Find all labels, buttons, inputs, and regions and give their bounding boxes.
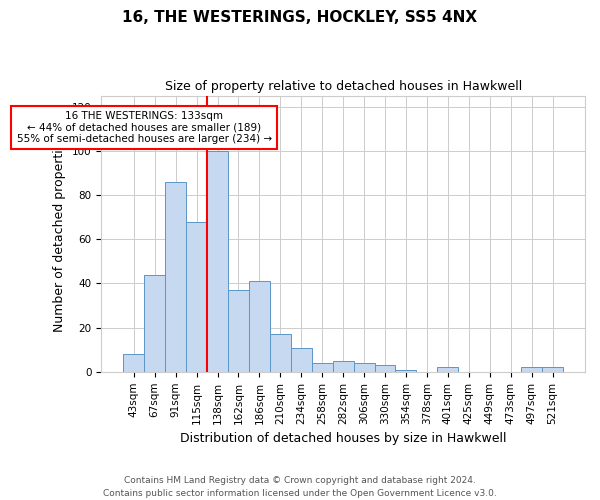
Text: 16, THE WESTERINGS, HOCKLEY, SS5 4NX: 16, THE WESTERINGS, HOCKLEY, SS5 4NX <box>122 10 478 25</box>
Bar <box>542 368 563 372</box>
Bar <box>521 368 542 372</box>
Bar <box>165 182 186 372</box>
Bar <box>249 281 270 372</box>
Bar <box>270 334 291 372</box>
Bar <box>144 274 165 372</box>
Text: 16 THE WESTERINGS: 133sqm
← 44% of detached houses are smaller (189)
55% of semi: 16 THE WESTERINGS: 133sqm ← 44% of detac… <box>17 111 272 144</box>
Bar <box>186 222 207 372</box>
Text: Contains HM Land Registry data © Crown copyright and database right 2024.
Contai: Contains HM Land Registry data © Crown c… <box>103 476 497 498</box>
Bar <box>395 370 416 372</box>
Bar <box>437 368 458 372</box>
Bar <box>207 151 228 372</box>
Bar <box>353 363 374 372</box>
Bar <box>123 354 144 372</box>
Bar <box>291 348 312 372</box>
Bar <box>332 361 353 372</box>
Bar <box>312 363 332 372</box>
Bar <box>228 290 249 372</box>
Y-axis label: Number of detached properties: Number of detached properties <box>53 135 66 332</box>
X-axis label: Distribution of detached houses by size in Hawkwell: Distribution of detached houses by size … <box>180 432 506 445</box>
Title: Size of property relative to detached houses in Hawkwell: Size of property relative to detached ho… <box>164 80 522 93</box>
Bar <box>374 365 395 372</box>
